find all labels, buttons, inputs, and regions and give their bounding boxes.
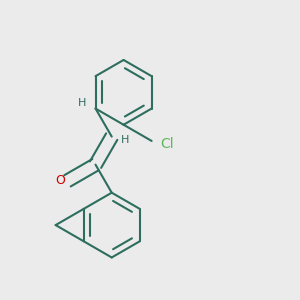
Text: Cl: Cl [160,137,174,151]
Text: H: H [78,98,86,108]
Text: H: H [121,134,129,145]
Text: O: O [55,174,65,187]
